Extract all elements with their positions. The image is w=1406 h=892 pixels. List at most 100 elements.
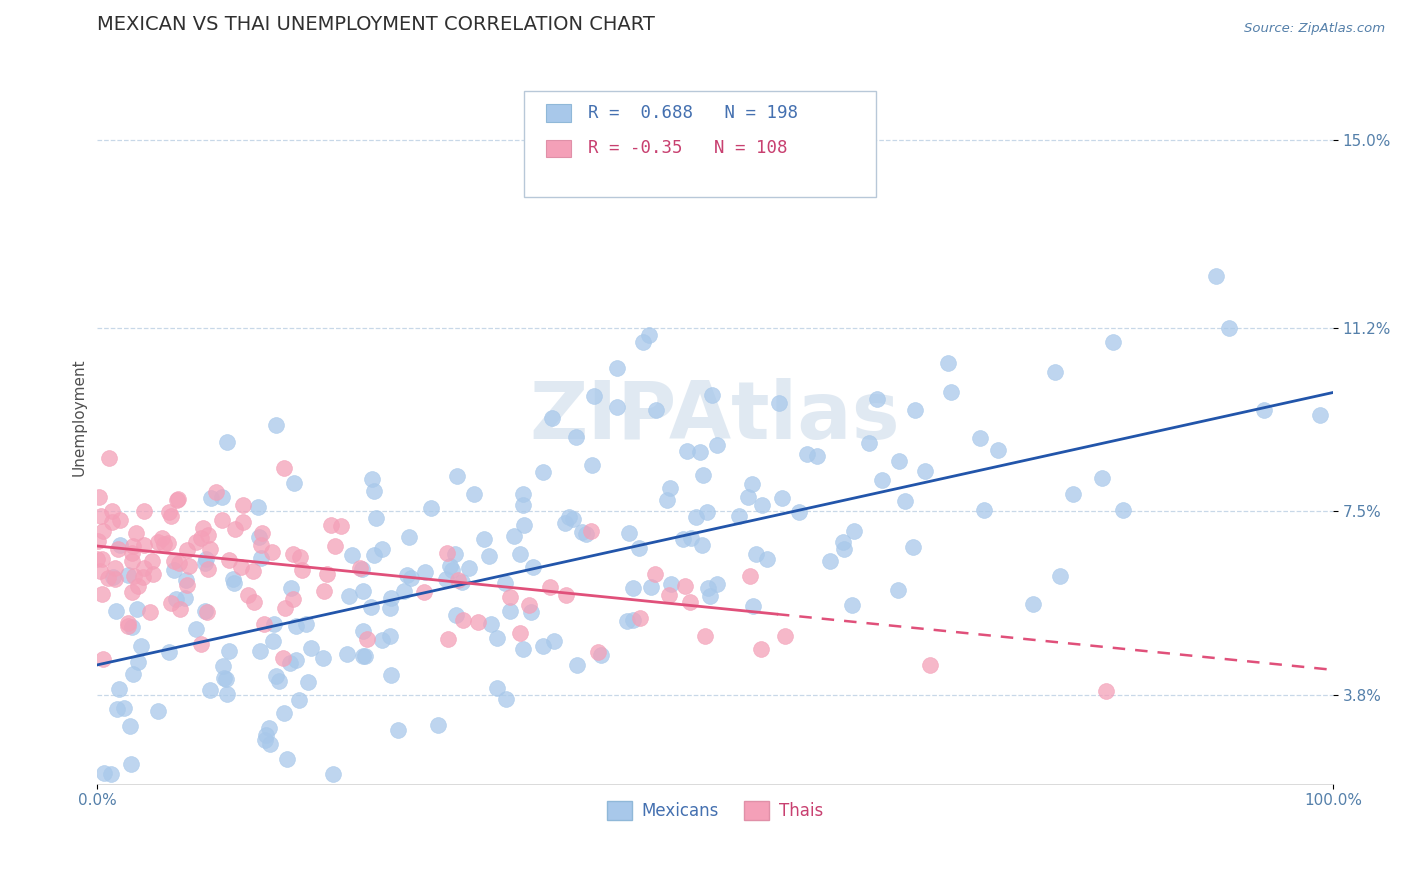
Point: [1091, 471, 1114, 485]
Point: [509, 547, 531, 561]
Point: [1205, 268, 1227, 283]
Point: [87, 534, 110, 549]
Point: [96, 571, 118, 585]
Point: [1045, 365, 1067, 379]
Point: [120, 756, 142, 771]
Point: [349, 561, 371, 575]
Point: [700, 388, 723, 402]
Point: [322, 767, 344, 781]
Point: [198, 682, 221, 697]
Point: [153, 537, 176, 551]
Point: [197, 562, 219, 576]
Point: [579, 524, 602, 539]
Point: [312, 651, 335, 665]
Point: [132, 560, 155, 574]
Point: [108, 681, 131, 696]
Point: [86, 552, 108, 566]
Point: [354, 649, 377, 664]
Point: [121, 585, 143, 599]
Point: [166, 493, 188, 508]
Point: [1022, 598, 1045, 612]
Point: [413, 584, 436, 599]
Point: [108, 513, 131, 527]
Point: [157, 536, 180, 550]
Point: [121, 554, 143, 568]
Point: [117, 619, 139, 633]
Point: [174, 574, 197, 588]
Point: [118, 719, 141, 733]
Point: [903, 540, 925, 554]
Point: [337, 589, 360, 603]
Point: [90, 508, 112, 523]
Point: [150, 531, 173, 545]
Point: [281, 547, 304, 561]
Point: [741, 599, 763, 614]
Point: [105, 702, 128, 716]
Point: [122, 667, 145, 681]
Point: [285, 618, 308, 632]
Point: [589, 648, 612, 662]
Point: [502, 529, 524, 543]
Point: [627, 541, 650, 556]
Point: [217, 687, 239, 701]
Point: [841, 599, 863, 613]
Point: [211, 513, 233, 527]
Point: [439, 559, 461, 574]
Point: [581, 458, 603, 472]
Point: [658, 588, 681, 602]
Point: [142, 567, 165, 582]
Point: [160, 596, 183, 610]
Point: [186, 535, 208, 549]
Point: [284, 653, 307, 667]
Point: [117, 615, 139, 630]
Point: [163, 563, 186, 577]
Point: [440, 563, 463, 577]
Point: [606, 400, 628, 414]
Point: [1062, 487, 1084, 501]
Point: [657, 493, 679, 508]
Point: [380, 629, 402, 643]
Point: [509, 625, 531, 640]
Point: [352, 583, 374, 598]
Text: ZIPAtlas: ZIPAtlas: [530, 378, 900, 457]
Point: [427, 717, 450, 731]
Point: [105, 605, 128, 619]
Point: [121, 539, 143, 553]
Point: [531, 466, 554, 480]
Point: [1218, 320, 1240, 334]
Point: [659, 482, 682, 496]
Point: [555, 589, 578, 603]
Point: [706, 438, 728, 452]
Y-axis label: Unemployment: Unemployment: [72, 359, 86, 476]
Point: [242, 564, 264, 578]
Point: [269, 673, 291, 688]
Point: [121, 620, 143, 634]
Point: [692, 468, 714, 483]
Text: MEXICAN VS THAI UNEMPLOYMENT CORRELATION CHART: MEXICAN VS THAI UNEMPLOYMENT CORRELATION…: [97, 15, 655, 34]
Point: [499, 591, 522, 605]
Point: [453, 613, 475, 627]
Point: [987, 442, 1010, 457]
Point: [89, 564, 111, 578]
Point: [146, 705, 169, 719]
Point: [645, 402, 668, 417]
Point: [446, 469, 468, 483]
Point: [621, 613, 644, 627]
Point: [498, 604, 520, 618]
Point: [157, 505, 180, 519]
Point: [969, 431, 991, 445]
Point: [463, 487, 485, 501]
Point: [264, 669, 287, 683]
Point: [89, 490, 111, 504]
Point: [520, 606, 543, 620]
Point: [399, 571, 422, 585]
Point: [434, 572, 457, 586]
Point: [107, 541, 129, 556]
Point: [91, 524, 114, 538]
Point: [941, 385, 963, 400]
Point: [127, 579, 149, 593]
Point: [479, 616, 502, 631]
Point: [554, 516, 576, 530]
Point: [689, 444, 711, 458]
Point: [179, 558, 201, 573]
